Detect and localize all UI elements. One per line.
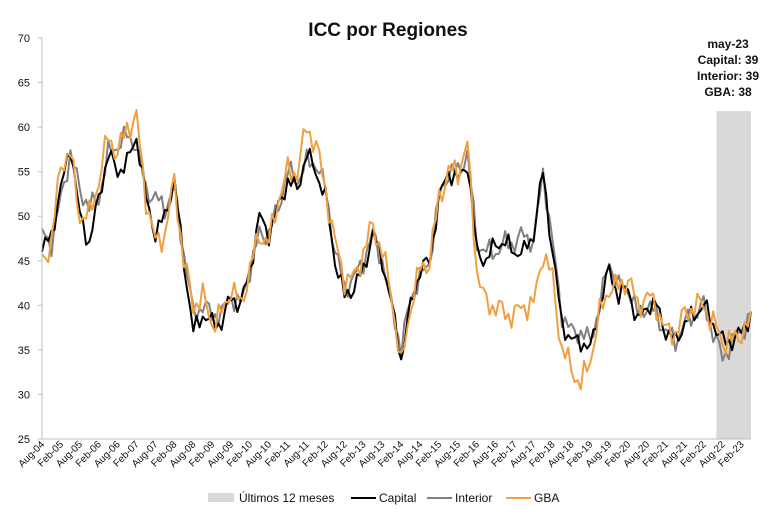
chart-title: ICC por Regiones xyxy=(308,20,467,41)
y-tick-label: 50 xyxy=(18,211,30,223)
legend-label-capital: Capital xyxy=(379,491,416,505)
legend-swatch-highlight xyxy=(208,493,234,502)
series-gba-line xyxy=(41,109,752,391)
series-capital-line xyxy=(41,137,752,361)
x-axis-ticks: Aug-04Feb-05Aug-05Feb-06Aug-06Feb-07Aug-… xyxy=(17,439,747,470)
y-tick-label: 35 xyxy=(18,345,30,357)
annotation-line-1: may-23 xyxy=(707,37,749,51)
series-lines xyxy=(41,109,752,391)
highlight-band xyxy=(716,111,751,440)
y-tick-label: 30 xyxy=(18,389,30,401)
y-tick-label: 55 xyxy=(18,167,30,179)
y-axis-ticks: 25 30 35 40 45 50 55 60 65 70 xyxy=(18,33,42,446)
y-tick-label: 25 xyxy=(18,434,30,446)
legend: Últimos 12 meses Capital Interior GBA xyxy=(208,490,559,505)
annotation-box: may-23 Capital: 39 Interior: 39 GBA: 38 xyxy=(697,37,759,99)
y-tick-label: 65 xyxy=(18,78,30,90)
y-tick-label: 60 xyxy=(18,122,30,134)
legend-label-gba: GBA xyxy=(534,491,559,505)
y-tick-label: 70 xyxy=(18,33,30,45)
annotation-line-4: GBA: 38 xyxy=(704,85,752,99)
legend-label-highlight: Últimos 12 meses xyxy=(239,490,334,505)
annotation-line-3: Interior: 39 xyxy=(697,69,759,83)
legend-label-interior: Interior xyxy=(455,491,492,505)
y-tick-label: 45 xyxy=(18,256,30,268)
y-tick-label: 40 xyxy=(18,300,30,312)
annotation-line-2: Capital: 39 xyxy=(698,53,759,67)
